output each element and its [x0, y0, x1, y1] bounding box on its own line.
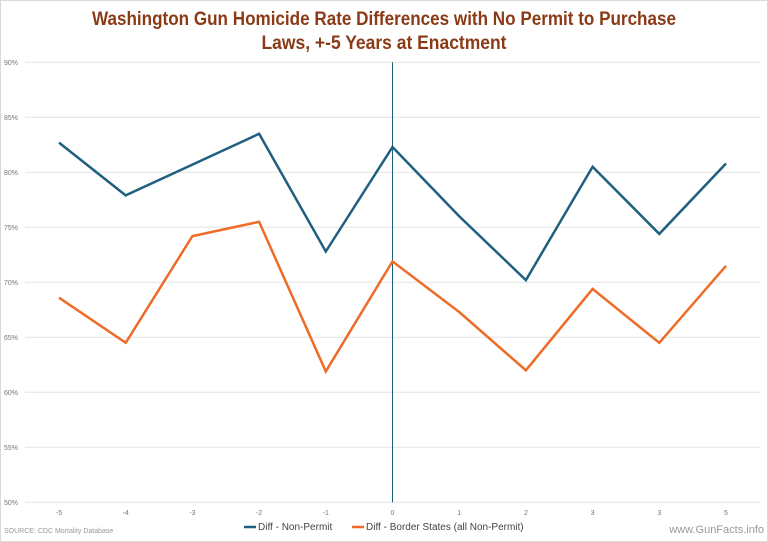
- legend-label-non-permit: Diff - Non-Permit: [258, 522, 332, 533]
- legend: Diff - Non-Permit Diff - Border States (…: [244, 522, 524, 533]
- x-tick-label: -3: [189, 510, 195, 517]
- x-tick-label: 3: [591, 510, 595, 517]
- x-tick-label: 5: [724, 510, 728, 517]
- y-axis-ticks: 50% 55% 60% 65% 70% 75% 80% 85% 90%: [4, 60, 18, 507]
- chart-title-line-1: Washington Gun Homicide Rate Differences…: [92, 9, 676, 30]
- y-tick-label: 75%: [4, 225, 18, 232]
- y-tick-label: 70%: [4, 280, 18, 287]
- x-tick-label: 3: [657, 510, 661, 517]
- chart-title-line-2: Laws, +-5 Years at Enactment: [262, 33, 508, 54]
- source-note: SOURCE: CDC Mortality Database: [4, 528, 113, 535]
- y-tick-label: 50%: [4, 500, 18, 507]
- y-tick-label: 60%: [4, 390, 18, 397]
- site-watermark: www.GunFacts.info: [668, 524, 764, 536]
- series-lines: [58, 132, 727, 375]
- y-tick-label: 80%: [4, 170, 18, 177]
- x-tick-label: -2: [256, 510, 262, 517]
- y-tick-label: 90%: [4, 60, 18, 67]
- y-tick-label: 65%: [4, 335, 18, 342]
- x-tick-label: 0: [391, 510, 395, 517]
- x-tick-label: -1: [323, 510, 329, 517]
- y-tick-label: 85%: [4, 115, 18, 122]
- x-axis-ticks: -5 -4 -3 -2 -1 0 1 2 3 3 5: [56, 510, 728, 517]
- x-tick-label: 2: [524, 510, 528, 517]
- y-tick-label: 55%: [4, 445, 18, 452]
- x-tick-label: -4: [123, 510, 129, 517]
- x-tick-label: -5: [56, 510, 62, 517]
- x-tick-label: 1: [457, 510, 461, 517]
- legend-label-border-states: Diff - Border States (all Non-Permit): [366, 522, 524, 533]
